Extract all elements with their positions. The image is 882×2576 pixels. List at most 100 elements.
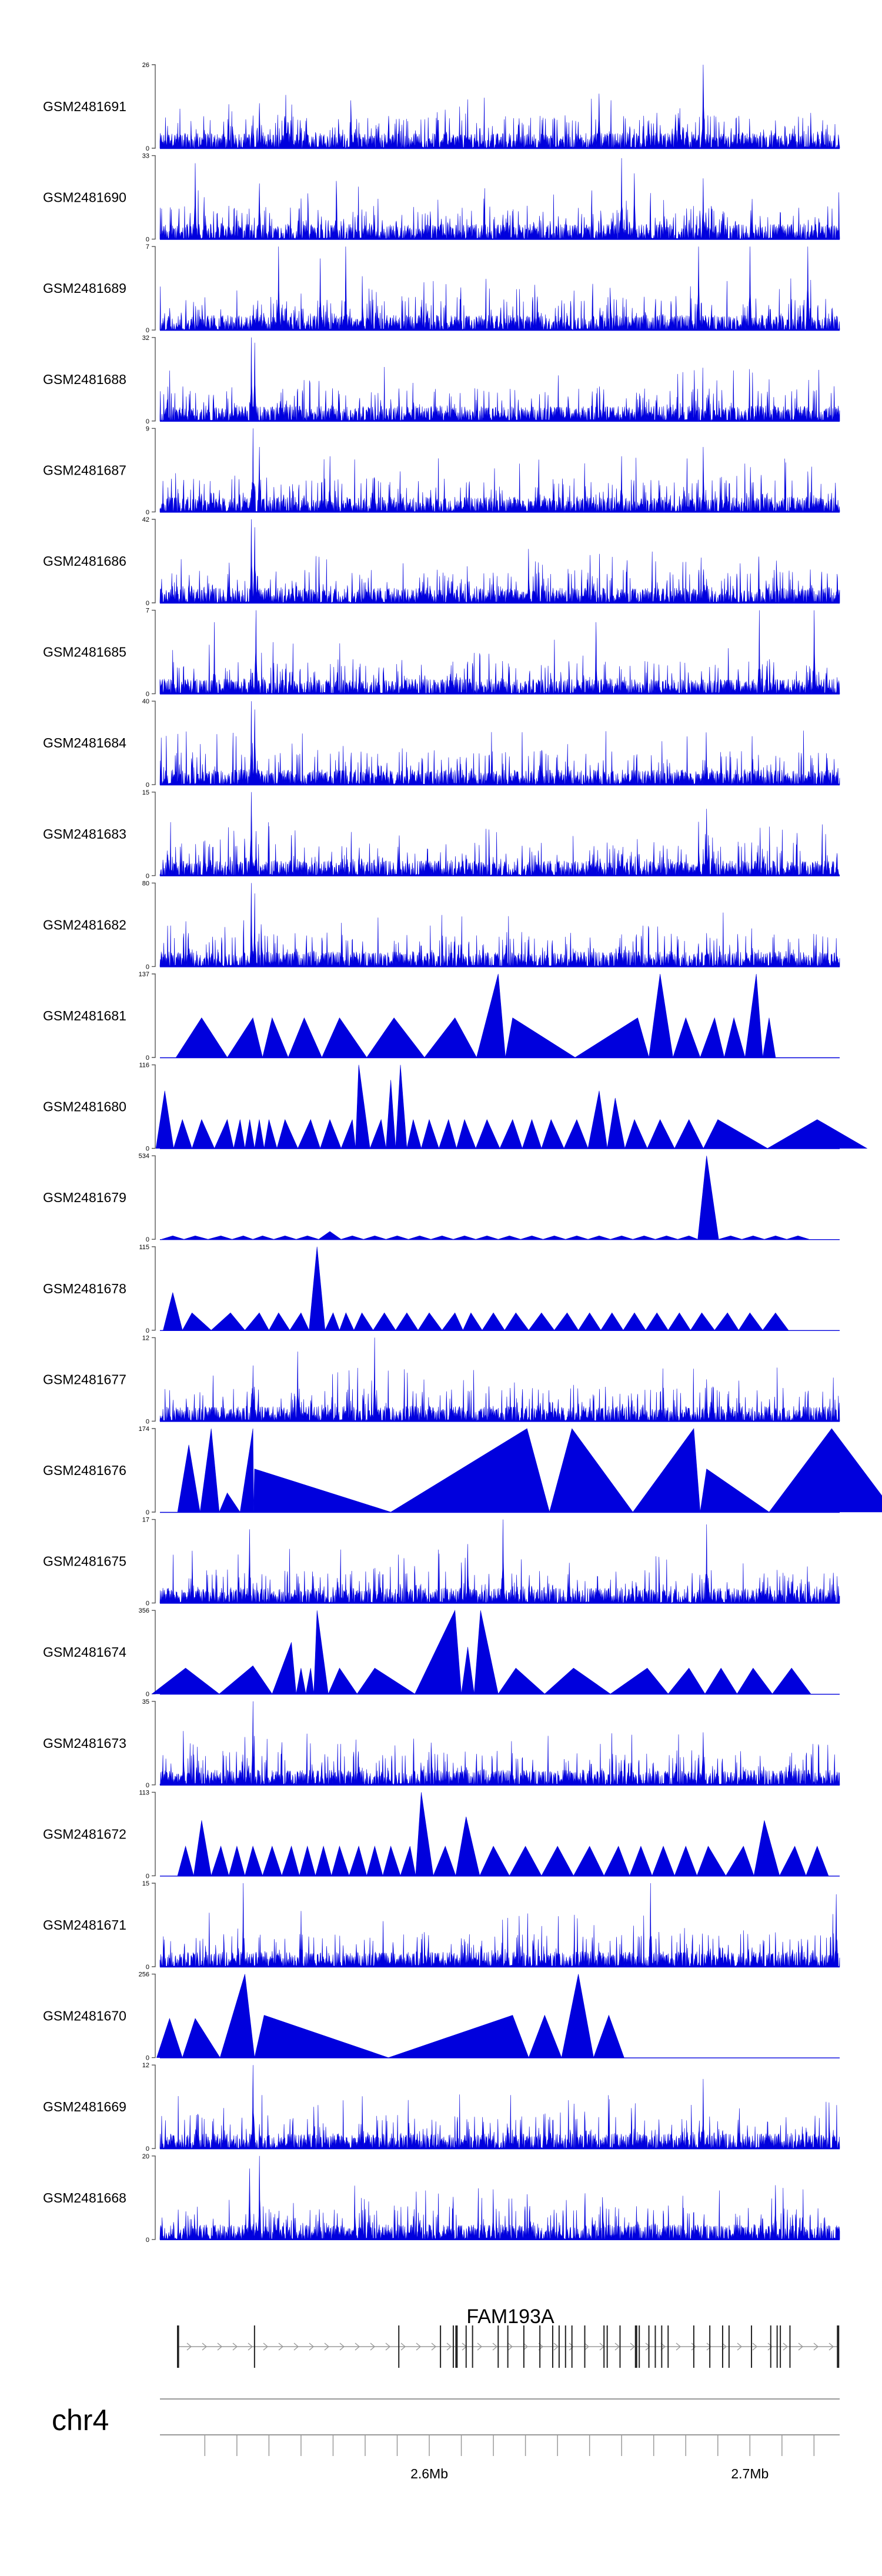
- track-GSM2481680: GSM2481680 116 0: [43, 1062, 868, 1153]
- exon: [523, 2325, 524, 2368]
- track-GSM2481673: GSM2481673 35 0: [43, 1699, 840, 1789]
- strand-arrow: [492, 2343, 498, 2351]
- strand-arrow: [339, 2343, 345, 2351]
- exon: [667, 2325, 669, 2368]
- track-GSM2481674: GSM2481674 356 0: [43, 1607, 840, 1698]
- signal-area: [159, 1883, 840, 1968]
- y-max-label: 174: [139, 1426, 149, 1433]
- y-axis: [152, 973, 156, 1058]
- y-min-label: 0: [146, 1418, 149, 1425]
- y-min-label: 0: [146, 327, 149, 334]
- strand-arrow: [645, 2343, 651, 2351]
- signal-area: [163, 1246, 789, 1331]
- exon: [507, 2325, 509, 2368]
- signal-area: [175, 973, 776, 1058]
- gene-annotation-track: FAM193A: [176, 2305, 840, 2368]
- y-axis: [152, 1246, 156, 1331]
- track-GSM2481681: GSM2481681 137 0: [43, 971, 840, 1062]
- y-min-label: 0: [146, 2055, 149, 2062]
- track-GSM2481669: GSM2481669 12 0: [43, 2062, 840, 2153]
- strand-arrow: [630, 2343, 636, 2351]
- exon: [552, 2325, 553, 2368]
- y-max-label: 26: [142, 62, 149, 69]
- strand-arrow: [614, 2343, 620, 2351]
- track-GSM2481687: GSM2481687 9 0: [43, 425, 840, 516]
- y-min-label: 0: [146, 963, 149, 970]
- exon: [776, 2325, 778, 2368]
- track-GSM2481685: GSM2481685 7 0: [43, 608, 840, 698]
- y-axis: [152, 1791, 156, 1877]
- strand-arrow: [737, 2343, 743, 2351]
- signal-tracks: GSM2481691260GSM2481690330GSM248168970GS…: [43, 62, 882, 2244]
- signal-area: [159, 64, 840, 149]
- y-max-label: 9: [146, 425, 149, 432]
- y-min-label: 0: [146, 509, 149, 516]
- y-max-label: 534: [139, 1153, 149, 1160]
- track-GSM2481668: GSM2481668 20 0: [43, 2153, 840, 2244]
- exon: [728, 2325, 730, 2368]
- strand-arrow: [569, 2343, 574, 2351]
- strand-arrow: [553, 2343, 559, 2351]
- exon: [584, 2325, 586, 2368]
- y-max-label: 12: [142, 1334, 149, 1342]
- exon: [639, 2325, 640, 2368]
- strand-arrow: [584, 2343, 590, 2351]
- y-axis: [152, 1155, 156, 1240]
- track-GSM2481690: GSM2481690 33 0: [43, 153, 840, 243]
- y-axis: [152, 609, 156, 695]
- exon: [789, 2325, 791, 2368]
- strand-arrow: [293, 2343, 299, 2351]
- y-axis: [152, 2064, 156, 2149]
- y-max-label: 17: [142, 1517, 149, 1524]
- strand-arrow: [400, 2343, 406, 2351]
- y-min-label: 0: [146, 1782, 149, 1789]
- y-min-label: 0: [146, 1327, 149, 1334]
- signal-area: [159, 701, 840, 786]
- exon: [253, 2325, 255, 2368]
- exon: [465, 2325, 467, 2368]
- exon: [176, 2325, 178, 2368]
- signal-area: [159, 2065, 840, 2150]
- y-min-label: 0: [146, 873, 149, 880]
- y-max-label: 115: [139, 1244, 149, 1251]
- track-label: GSM2481674: [43, 1644, 126, 1660]
- y-axis: [152, 1610, 156, 1694]
- y-min-label: 0: [146, 600, 149, 607]
- exon: [634, 2325, 637, 2368]
- y-axis: [152, 1337, 156, 1422]
- exon: [721, 2325, 723, 2368]
- y-axis: [152, 1428, 156, 1513]
- y-axis: [152, 1701, 156, 1786]
- strand-arrow: [523, 2343, 529, 2351]
- strand-arrow: [783, 2343, 789, 2351]
- strand-arrow: [248, 2343, 253, 2351]
- y-min-label: 0: [146, 1691, 149, 1698]
- y-min-label: 0: [146, 782, 149, 789]
- strand-arrow: [385, 2343, 391, 2351]
- y-axis: [152, 155, 156, 240]
- signal-area: [159, 158, 840, 240]
- signal-area: [151, 1610, 811, 1695]
- y-axis: [152, 1973, 156, 2058]
- track-label: GSM2481677: [43, 1372, 126, 1387]
- strand-arrow: [324, 2343, 330, 2351]
- track-GSM2481682: GSM2481682 80 0: [43, 880, 840, 970]
- strand-arrow: [828, 2343, 834, 2351]
- gene-label: FAM193A: [466, 2305, 554, 2328]
- track-label: GSM2481684: [43, 735, 126, 750]
- y-axis: [152, 428, 156, 513]
- signal-area: [159, 1519, 840, 1604]
- exon: [452, 2325, 454, 2368]
- strand-arrow: [752, 2343, 758, 2351]
- y-min-label: 0: [146, 1055, 149, 1062]
- track-label: GSM2481689: [43, 281, 126, 296]
- strand-arrow: [446, 2343, 452, 2351]
- strand-arrow: [477, 2343, 483, 2351]
- y-min-label: 0: [146, 1600, 149, 1607]
- track-GSM2481679: GSM2481679 534 0: [43, 1153, 840, 1243]
- exon: [455, 2325, 458, 2368]
- y-axis: [152, 1519, 156, 1604]
- exon: [751, 2325, 753, 2368]
- track-label: GSM2481683: [43, 826, 126, 842]
